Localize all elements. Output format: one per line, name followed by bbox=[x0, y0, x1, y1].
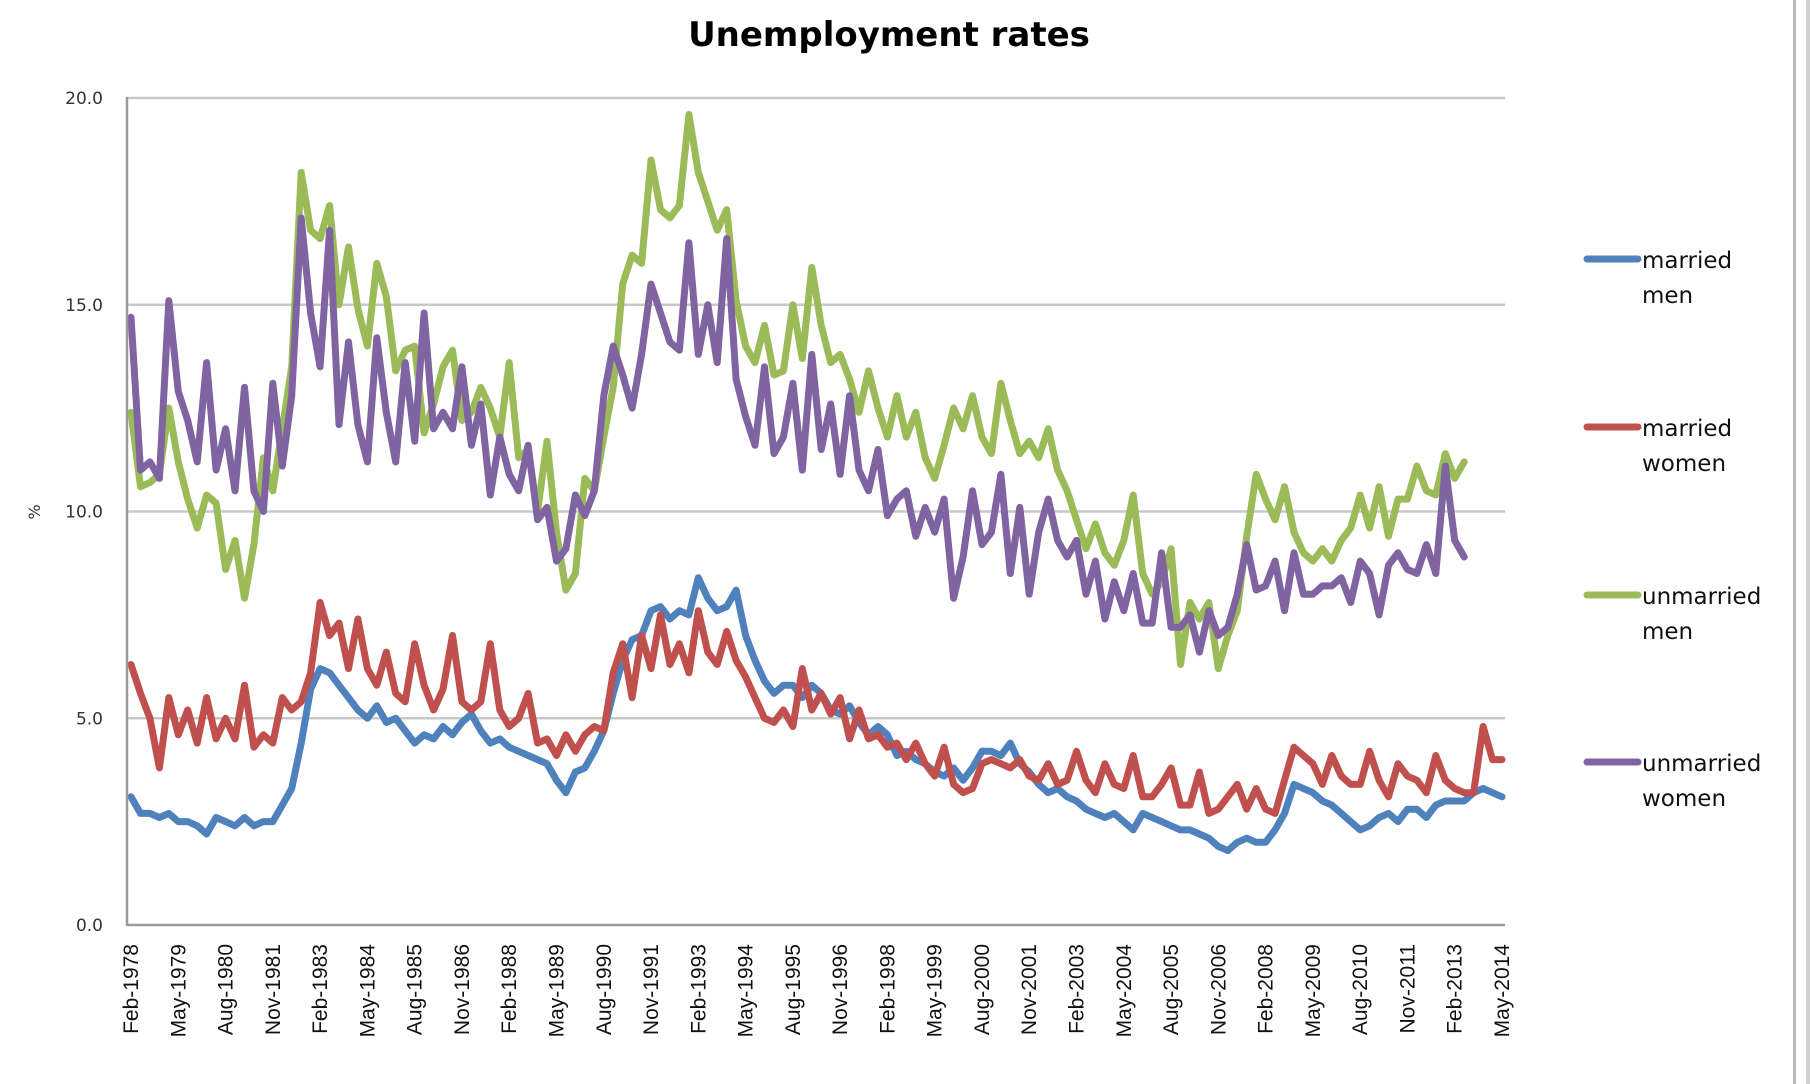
x-tick-label: Feb-1983 bbox=[309, 944, 332, 1034]
x-tick-label: Aug-1980 bbox=[215, 944, 238, 1035]
x-tick-label: Nov-1996 bbox=[829, 944, 852, 1035]
x-tick-label: Aug-1990 bbox=[593, 944, 616, 1035]
legend: marriedmenmarriedwomenunmarriedmenunmarr… bbox=[1583, 248, 1761, 812]
legend-label: men bbox=[1642, 283, 1693, 309]
x-tick-label: Feb-1993 bbox=[687, 944, 710, 1034]
chart-title: Unemployment rates bbox=[688, 15, 1090, 55]
x-tick-label: May-2004 bbox=[1113, 944, 1136, 1038]
x-tick-label: Nov-1991 bbox=[640, 944, 663, 1035]
legend-label: married bbox=[1642, 416, 1732, 442]
y-tick-label: 10.0 bbox=[65, 503, 103, 523]
x-tick-label: May-1979 bbox=[167, 944, 190, 1037]
x-tick-label: Aug-1995 bbox=[782, 944, 805, 1035]
legend-label: women bbox=[1642, 786, 1726, 812]
series-line-unmarried-women bbox=[127, 214, 1468, 656]
legend-item: married men bbox=[1583, 248, 1732, 309]
window-border-right bbox=[1806, 0, 1810, 1084]
x-tick-label: May-2014 bbox=[1491, 944, 1514, 1038]
y-axis-label: % bbox=[25, 504, 44, 519]
legend-label: women bbox=[1642, 451, 1726, 477]
legend-label: unmarried bbox=[1642, 584, 1761, 610]
x-tick-label: Nov-1986 bbox=[451, 944, 474, 1035]
x-tick-label: Feb-1978 bbox=[120, 944, 143, 1034]
x-tick-label: Feb-1998 bbox=[876, 944, 899, 1034]
x-tick-label: Nov-1981 bbox=[262, 944, 285, 1035]
x-tick-label: Nov-2006 bbox=[1207, 944, 1230, 1035]
y-tick-label: 0.0 bbox=[76, 916, 103, 936]
series-line-married-women bbox=[127, 599, 1506, 817]
x-tick-label: Aug-1985 bbox=[404, 944, 427, 1035]
x-tick-label: May-1999 bbox=[924, 944, 947, 1037]
legend-label: men bbox=[1642, 619, 1693, 645]
y-tick-label: 20.0 bbox=[65, 89, 103, 109]
x-tick-label: May-1984 bbox=[356, 944, 379, 1038]
y-tick-label: 15.0 bbox=[65, 296, 103, 316]
series-lines bbox=[127, 111, 1506, 855]
y-axis-ticks: 0.0 5.0 10.0 15.0 20.0 bbox=[65, 89, 103, 936]
legend-item: unmarried women bbox=[1583, 751, 1761, 812]
legend-label: unmarried bbox=[1642, 751, 1761, 777]
y-tick-label: 5.0 bbox=[76, 709, 103, 729]
x-tick-label: Feb-2013 bbox=[1444, 944, 1467, 1034]
legend-item: unmarried men bbox=[1583, 584, 1761, 645]
x-tick-label: May-1989 bbox=[546, 944, 569, 1037]
legend-item: married women bbox=[1583, 416, 1732, 477]
x-tick-label: Feb-2003 bbox=[1066, 944, 1089, 1034]
x-tick-label: Feb-1988 bbox=[498, 944, 521, 1034]
series-line-married-men bbox=[127, 574, 1506, 855]
x-tick-label: Aug-2010 bbox=[1349, 944, 1372, 1035]
x-tick-label: Nov-2001 bbox=[1018, 944, 1041, 1035]
window-border-left bbox=[1793, 0, 1796, 1084]
x-tick-label: May-2009 bbox=[1302, 944, 1325, 1037]
x-tick-label: May-1994 bbox=[735, 944, 758, 1038]
x-tick-label: Feb-2008 bbox=[1255, 944, 1278, 1034]
legend-label: married bbox=[1642, 248, 1732, 274]
x-axis-ticks: Feb-1978 May-1979 Aug-1980 Nov-1981 Feb-1983… bbox=[120, 944, 1514, 1038]
x-tick-label: Aug-2005 bbox=[1160, 944, 1183, 1035]
x-tick-label: Nov-2011 bbox=[1396, 944, 1419, 1034]
x-tick-label: Aug-2000 bbox=[971, 944, 994, 1035]
